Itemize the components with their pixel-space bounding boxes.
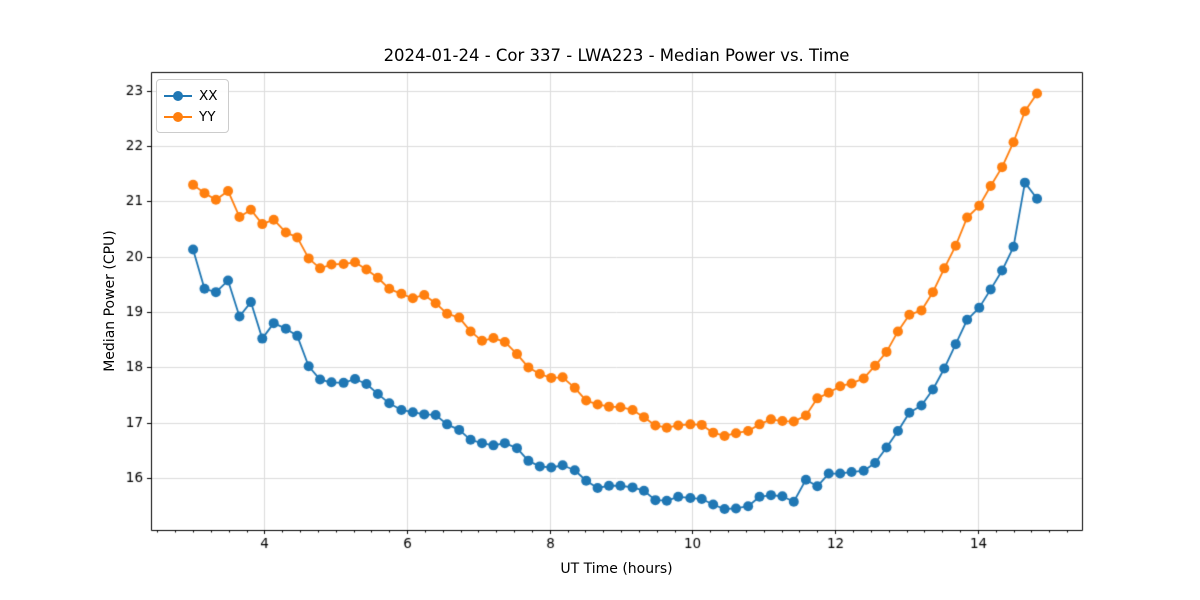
legend-item-yy: YY <box>164 106 218 127</box>
legend-label: YY <box>199 108 216 125</box>
legend-label: XX <box>199 87 218 104</box>
legend: XX YY <box>156 79 229 133</box>
x-axis-label: UT Time (hours) <box>560 561 673 577</box>
legend-line-marker-icon <box>164 90 192 101</box>
legend-line-marker-icon <box>164 111 192 122</box>
y-axis-label-text: Median Power (CPU) <box>102 230 118 372</box>
chart-title: 2024-01-24 - Cor 337 - LWA223 - Median P… <box>383 46 850 65</box>
legend-item-xx: XX <box>164 85 218 106</box>
